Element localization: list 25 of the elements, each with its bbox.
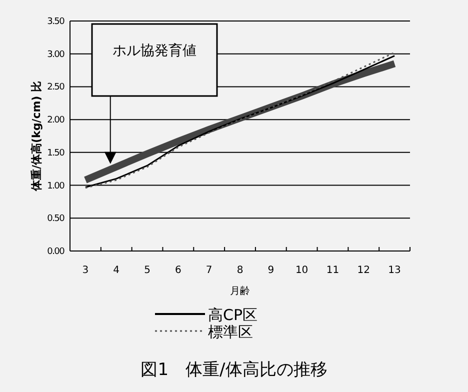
x-tick-label: 6 <box>174 265 182 276</box>
y-tick-label: 3.50 <box>47 17 66 27</box>
x-tick-label: 12 <box>357 265 370 276</box>
y-tick-label: 2.00 <box>47 116 66 126</box>
x-tick-label: 3 <box>82 265 89 276</box>
y-tick-label: 1.50 <box>47 148 66 158</box>
x-tick-label: 8 <box>236 265 244 276</box>
x-tick-label: 10 <box>295 265 308 276</box>
y-tick-label: 2.50 <box>47 82 66 93</box>
y-tick-label: 0.00 <box>47 247 66 257</box>
x-axis-title: 月齢 <box>230 285 250 297</box>
y-tick-label: 1.00 <box>47 181 66 192</box>
annotation: ホル協発育値 <box>112 42 196 59</box>
x-tick-label: 5 <box>144 265 150 276</box>
text: 図1 体重/体高比の推移 <box>140 360 328 380</box>
y-tick-label: 0.50 <box>47 214 66 224</box>
x-tick-label: 4 <box>113 265 120 276</box>
y-tick-label: 3.00 <box>47 50 66 60</box>
y-axis-title: 体重/体高(kg/cm) 比 <box>30 80 43 192</box>
legend-label: 標準区 <box>208 323 253 341</box>
legend-label: 高CP区 <box>208 306 258 324</box>
x-tick-label: 9 <box>268 265 274 276</box>
x-tick-label: 11 <box>326 265 340 276</box>
x-tick-label: 7 <box>206 265 212 276</box>
x-tick-label: 13 <box>388 265 401 276</box>
